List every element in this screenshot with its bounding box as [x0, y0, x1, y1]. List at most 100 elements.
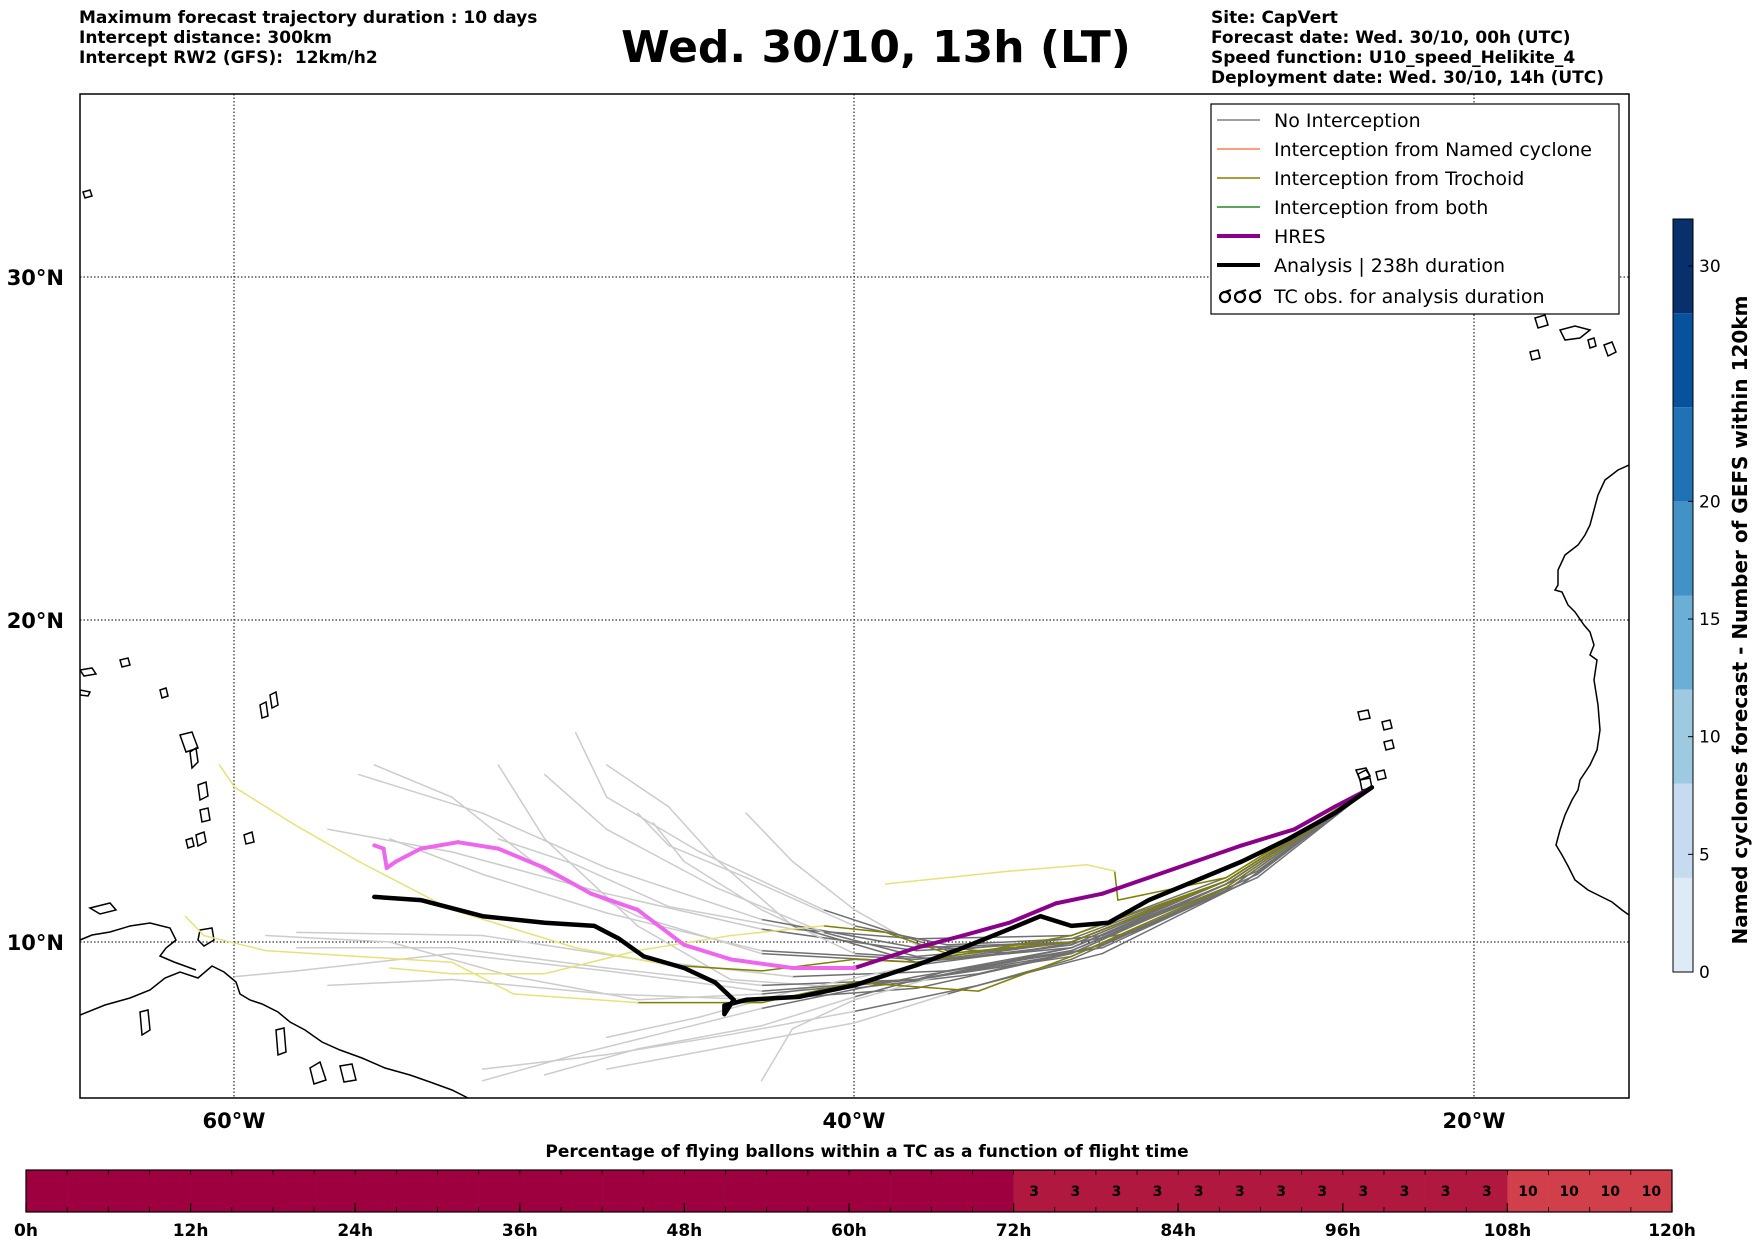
colorbar-tick-label: 5: [1699, 845, 1710, 865]
trajectory-no-interception-segment: [667, 844, 747, 879]
header-left-info: Maximum forecast trajectory duration : 1…: [79, 8, 537, 68]
trajectory-no-interception-segment: [729, 1010, 856, 1036]
trajectory-trochoid-segment: [512, 993, 639, 1004]
trajectory-no-interception-segment: [605, 1045, 732, 1070]
flight-time-cell: [602, 1170, 644, 1212]
canary-island-5: [1587, 337, 1597, 349]
hres-track-segment: [914, 933, 965, 950]
trajectory-trochoid-segment: [1086, 863, 1116, 872]
flight-time-cell: [396, 1170, 438, 1212]
trajectory-no-interception-segment: [481, 873, 608, 914]
intercept-rw2-text: Intercept RW2 (GFS): 12km/h2: [79, 48, 378, 68]
trajectory-no-interception-segment: [605, 912, 763, 952]
flight-time-tick-label: 48h: [667, 1221, 703, 1241]
flight-time-cell: [519, 1170, 562, 1212]
hres-track-segment: [635, 907, 687, 947]
hres-track-segment: [1292, 804, 1337, 832]
flight-time-cell: [149, 1170, 191, 1212]
caribbean-island-7: [80, 689, 92, 697]
lat-label-30n: 30°N: [7, 266, 64, 290]
trajectory-no-interception-segment: [512, 975, 639, 1001]
flight-time-cell-value: 3: [1235, 1184, 1245, 1200]
hres-track-segment: [682, 942, 733, 962]
trajectory-no-interception-segment: [946, 947, 1073, 972]
flight-time-cell-value: 10: [1642, 1184, 1662, 1200]
trajectory-no-interception-segment: [481, 1053, 577, 1082]
trajectory-no-interception-segment: [915, 952, 1073, 981]
caribbean-island-1: [139, 1009, 151, 1037]
trajectory-no-interception-segment: [605, 867, 763, 921]
flight-time-tick-label: 120h: [1648, 1221, 1696, 1241]
flight-time-cell-value: 3: [1194, 1184, 1204, 1200]
hres-track-segment: [418, 840, 460, 851]
trajectory-no-interception-segment: [574, 731, 608, 798]
trajectory-no-interception-segment: [481, 1053, 608, 1070]
flight-time-tick-label: 0h: [14, 1221, 38, 1241]
trajectory-no-interception-segment: [574, 863, 670, 908]
flight-time-cell-value: 3: [1317, 1184, 1327, 1200]
flight-time-cell: [1054, 1170, 1097, 1212]
trajectory-trochoid-segment: [184, 915, 205, 937]
trajectory-no-interception-segment: [389, 941, 515, 978]
caribbean-island-10: [197, 780, 209, 802]
legend-label-analysis: Analysis | 238h duration: [1274, 255, 1505, 277]
hres-track-segment: [1146, 859, 1198, 880]
flight-time-tick-label: 84h: [1160, 1221, 1196, 1241]
flight-time-cell: [725, 1170, 767, 1212]
tc-obs-symbol-icon: [1218, 288, 1262, 304]
trajectory-trochoid-segment: [1008, 863, 1088, 872]
trajectory-no-interception-segment: [760, 978, 918, 987]
trajectory-no-interception-segment: [760, 1027, 794, 1082]
flight-time-cell: [931, 1170, 973, 1212]
trajectory-trochoid-segment: [1070, 880, 1228, 943]
trajectory-no-interception-segment: [389, 838, 484, 876]
canary-island-1: [1534, 314, 1549, 329]
flight-time-tick-label: 96h: [1325, 1221, 1361, 1241]
flight-time-cell: [437, 1170, 479, 1212]
trajectory-no-interception-segment: [497, 838, 577, 866]
trajectory-no-interception-segment: [915, 941, 1073, 949]
flight-time-cell: [1630, 1170, 1673, 1212]
flight-time-cell: [560, 1170, 603, 1212]
hres-track-segment: [1100, 875, 1151, 896]
hres-track-segment: [1193, 843, 1244, 864]
colorbar-tick-label: 30: [1699, 257, 1721, 277]
flight-time-cell: [849, 1170, 891, 1212]
hres-track-segment: [589, 891, 640, 912]
hres-track-segment: [455, 840, 501, 851]
flight-time-tick-label: 36h: [502, 1221, 538, 1241]
caribbean-island-15: [88, 902, 118, 915]
trajectory-trochoid-segment: [389, 967, 453, 975]
trajectory-no-interception-segment: [373, 764, 453, 798]
trajectory-no-interception-segment: [605, 1016, 701, 1039]
flight-time-cell: [67, 1170, 109, 1212]
trajectory-no-interception-segment: [481, 934, 639, 961]
canary-island-3: [1603, 341, 1617, 358]
caribbean-island-17: [269, 690, 279, 710]
flight-time-tick-label: 12h: [173, 1221, 209, 1241]
flight-time-cell-value: 3: [1112, 1184, 1122, 1200]
trajectory-no-interception-segment: [543, 1048, 639, 1076]
hres-track-segment: [542, 865, 594, 896]
caribbean-island-16: [159, 687, 169, 699]
trajectory-no-interception-segment: [652, 822, 685, 863]
flight-time-cell: [684, 1170, 726, 1212]
caribbean-island-8: [179, 731, 199, 753]
trajectory-no-interception-segment: [853, 993, 949, 1024]
flight-time-cell: [272, 1170, 315, 1212]
map-area: [80, 94, 1629, 1098]
trajectory-no-interception-segment: [853, 970, 949, 998]
trajectory-trochoid-segment: [451, 961, 515, 995]
trajectory-no-interception-segment: [1070, 883, 1228, 955]
colorbar-band: [1673, 783, 1693, 878]
flight-time-cell: [1013, 1170, 1056, 1212]
colorbar-tick-label: 15: [1699, 610, 1721, 630]
trajectory-no-interception-segment: [605, 967, 763, 987]
trajectory-no-interception-segment: [543, 838, 639, 927]
cape-verde-island-6: [1375, 769, 1387, 781]
cape-verde-island-1: [1357, 709, 1371, 721]
lon-label-20w: 20°W: [1443, 1109, 1506, 1133]
flight-time-cell-value: 3: [1276, 1184, 1286, 1200]
map-frame: [79, 93, 1630, 1099]
trajectory-trochoid-segment: [853, 958, 918, 963]
